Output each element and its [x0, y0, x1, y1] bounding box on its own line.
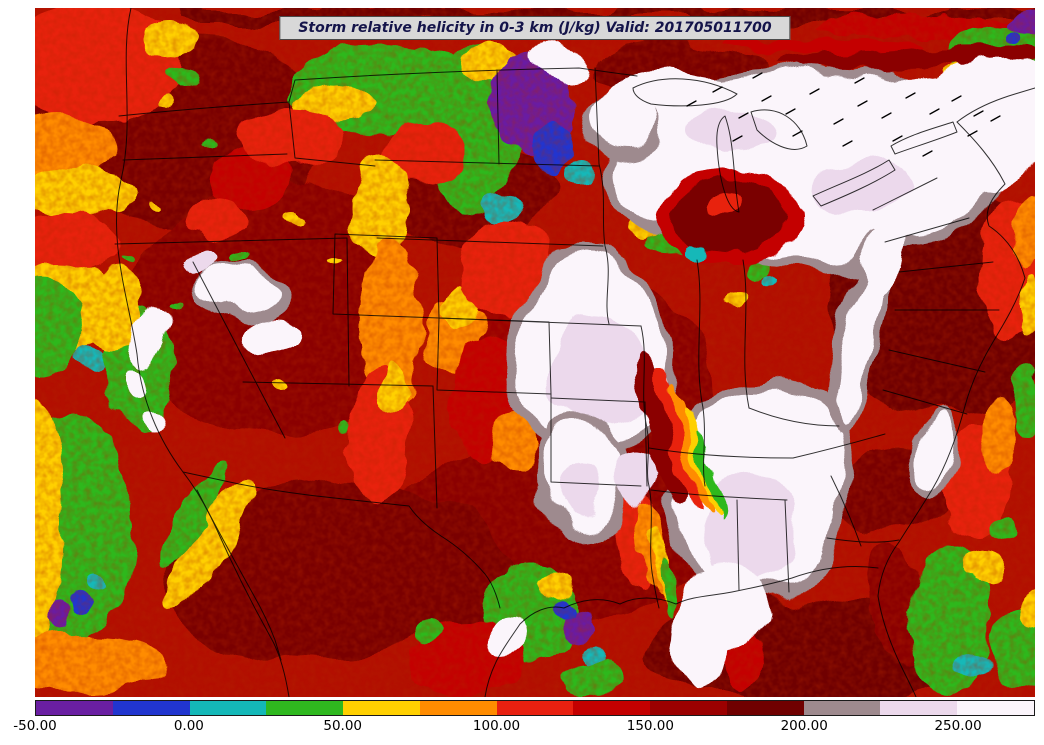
state-border [594, 67, 600, 165]
colorbar-segment [803, 701, 881, 715]
st-lawrence-line [956, 87, 1035, 123]
lake-michigan-outline [716, 115, 740, 213]
state-border [122, 153, 288, 161]
colorbar [35, 700, 1035, 716]
state-border [114, 237, 348, 245]
colorbar-segment [343, 701, 420, 715]
state-border [550, 393, 642, 487]
colorbar-segment [266, 701, 344, 715]
field-detail-regions [637, 39, 1035, 523]
lake-ontario-outline [890, 121, 958, 155]
state-border [242, 381, 434, 387]
colorbar-tick-label: 200.00 [780, 718, 828, 734]
gulf-coastline [484, 566, 879, 697]
lake-erie-outline [812, 159, 896, 207]
colorbar-segment [726, 701, 804, 715]
state-border [898, 261, 994, 273]
state-border [826, 537, 900, 543]
map-title-text: Storm relative helicity in 0-3 km (J/kg)… [298, 20, 772, 36]
colorbar-segment [957, 701, 1034, 715]
colorbar-segments [36, 701, 1034, 715]
mexico-border [182, 471, 501, 609]
lake-huron-outline [750, 109, 808, 150]
state-border [598, 163, 610, 325]
state-border [792, 433, 886, 459]
canada-border [118, 67, 638, 117]
lake-superior-outline [632, 78, 738, 107]
station-marks [686, 72, 1001, 157]
state-border [748, 407, 840, 427]
map-title: Storm relative helicity in 0-3 km (J/kg)… [279, 16, 791, 40]
state-border [192, 261, 286, 439]
helicity-field-map [35, 8, 1035, 697]
state-border [640, 325, 650, 487]
colorbar-segment [419, 701, 497, 715]
state-border [742, 259, 750, 409]
state-border [376, 237, 604, 247]
state-border [784, 499, 790, 593]
state-border [696, 259, 706, 487]
helicity-map-svg [35, 8, 1035, 697]
colorbar-tick-label: 150.00 [626, 718, 674, 734]
state-border [830, 475, 862, 547]
field-pale-regions [116, 48, 1035, 694]
colorbar-tick-label: 0.00 [173, 718, 204, 734]
state-border [648, 447, 794, 459]
colorbar-tick-label: 100.00 [472, 718, 521, 734]
state-border [888, 349, 986, 373]
colorbar-segment [112, 701, 190, 715]
state-border [550, 397, 646, 403]
colorbar-segment [496, 701, 574, 715]
colorbar-segment [650, 701, 727, 715]
colorbar-segment [189, 701, 267, 715]
state-border [736, 499, 740, 591]
west-coastline [115, 8, 290, 697]
colorbar-tick-label: 50.00 [323, 718, 363, 734]
colorbar-segment [573, 701, 651, 715]
state-border [346, 237, 350, 387]
geography-borders [114, 8, 1035, 697]
state-border [496, 69, 500, 165]
state-border [882, 389, 968, 415]
state-border [872, 177, 938, 211]
colorbar-tick-labels: -50.00 0.00 50.00 100.00 150.00 200.00 250.00 [13, 718, 1035, 740]
state-border [648, 485, 660, 609]
state-border [432, 385, 438, 509]
colorbar-segment [36, 701, 113, 715]
colorbar-segment [880, 701, 958, 715]
colorbar-tick-label: -50.00 [13, 718, 57, 734]
baja-coastline [196, 489, 282, 661]
state-border [288, 101, 376, 167]
state-border [884, 217, 970, 243]
state-border [650, 489, 788, 501]
colorbar-tick-label: 250.00 [934, 718, 982, 734]
east-coastline [877, 121, 1026, 697]
state-border [374, 159, 600, 167]
